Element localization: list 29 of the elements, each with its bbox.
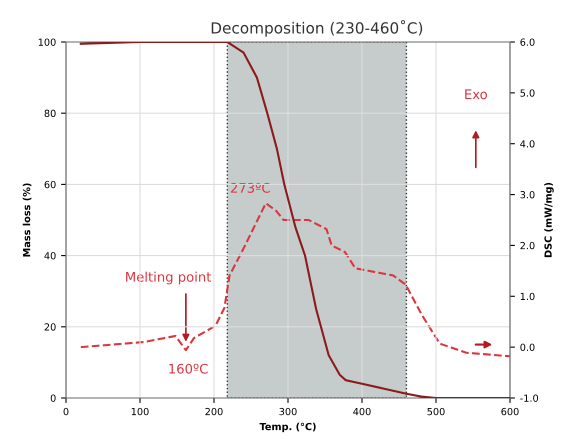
y-tick-label: 100 <box>38 38 56 46</box>
x-tick-label: 100 <box>132 408 149 416</box>
x-tick-label: 500 <box>427 408 445 416</box>
y2-tick-label: 4.0 <box>520 140 535 148</box>
annotation: Melting point <box>126 272 212 284</box>
x-tick-label: 200 <box>205 408 223 416</box>
y-tick-label: 0 <box>50 394 56 402</box>
annotation: 160ºC <box>169 364 208 374</box>
chart-title: Decomposition (230-460˚C) <box>212 20 422 37</box>
x-axis-title: Temp. (°C) <box>260 422 316 432</box>
y2-tick-label: 6.0 <box>520 38 535 46</box>
y-tick-label: 60 <box>44 180 56 188</box>
x-tick-label: 0 <box>64 408 68 416</box>
y2-tick-label: -1.0 <box>520 394 538 402</box>
y2-tick-label: 2.0 <box>520 242 535 250</box>
y-axis-title: Mass loss (%) <box>22 183 32 256</box>
x-tick-label: 400 <box>353 408 371 416</box>
y-tick-label: 40 <box>44 252 56 260</box>
x-tick-label: 600 <box>501 408 519 416</box>
y-tick-label: 20 <box>44 323 56 331</box>
annotation: Exo <box>465 89 487 100</box>
y-tick-label: 80 <box>44 110 56 118</box>
y2-tick-label: 0.0 <box>520 344 535 351</box>
x-tick-label: 300 <box>279 408 297 416</box>
y2-tick-label: 5.0 <box>520 89 535 97</box>
line-series <box>80 202 510 358</box>
y2-axis-title: DSC (mW/mg) <box>544 182 554 258</box>
y2-tick-label: 3.0 <box>520 191 535 198</box>
y2-tick-label: 1.0 <box>520 292 535 300</box>
